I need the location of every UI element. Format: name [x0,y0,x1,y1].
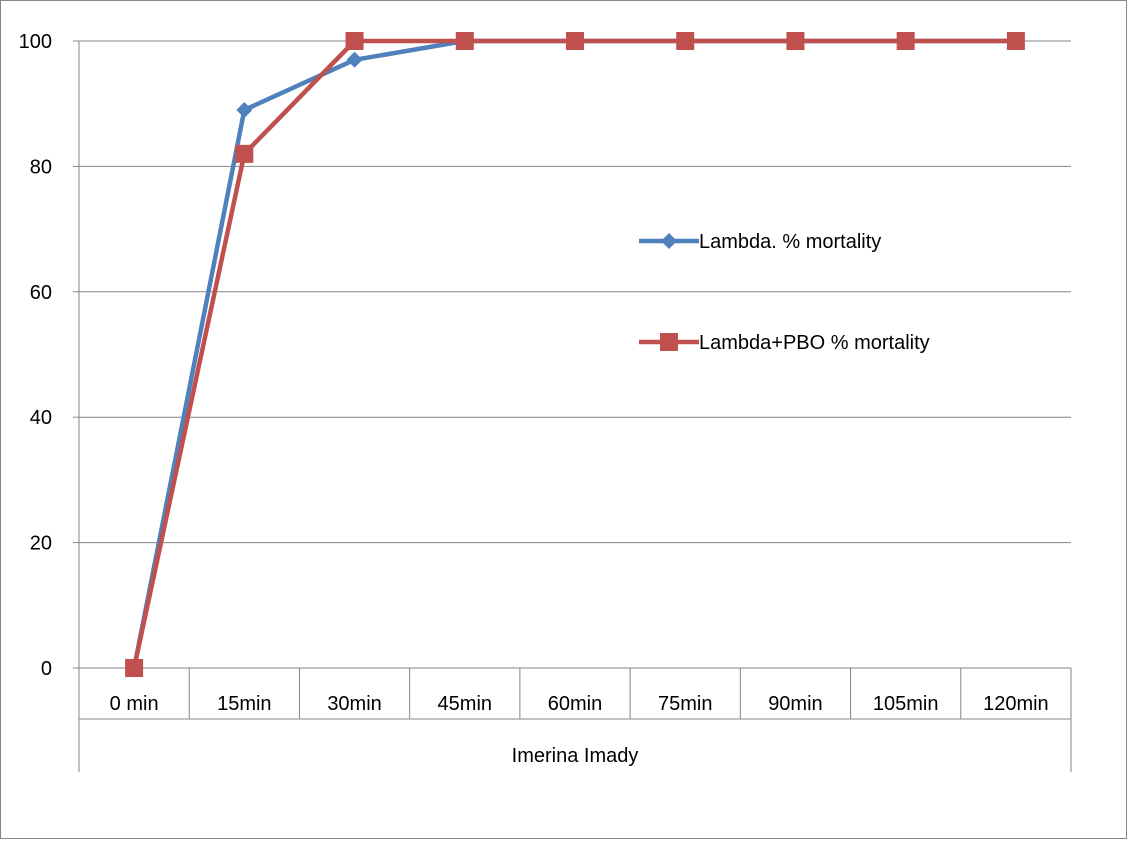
axes [73,40,1072,772]
x-tick-label: 15min [217,693,271,715]
data-point [455,32,474,50]
x-group-label: Imerina Imady [512,745,639,767]
legend-label-lambda-pbo: Lambda+PBO % mortality [699,332,930,354]
x-tick-label: 45min [438,693,492,715]
data-point [566,32,584,50]
y-tick-label: 60 [30,282,52,304]
x-tick-label: 105min [873,693,939,715]
legend-entry-lambda-pbo: Lambda+PBO % mortality [639,332,930,354]
x-tick-labels: 0 min 15min 30min 45min 60min 75min 90min 105mi… [110,693,1049,715]
x-tick-label: 90min [768,693,822,715]
series-lines [125,32,1025,677]
series-line [131,38,1016,669]
data-point [236,101,253,118]
legend-entry-lambda: Lambda. % mortality [639,231,881,253]
y-tick-label: 20 [30,533,52,555]
data-point [1006,32,1025,50]
legend-swatch-marker [660,333,678,351]
y-tick-label: 40 [30,407,52,429]
x-tick-label: 60min [548,693,602,715]
y-tick-labels: 0 20 40 60 80 100 [19,31,52,680]
x-tick-label: 120min [983,693,1049,715]
y-tick-label: 100 [19,31,52,53]
series-1 [125,32,1025,677]
x-tick-label: 0 min [110,693,159,715]
x-tick-label: 30min [327,693,381,715]
y-tick-label: 0 [41,658,52,680]
gridlines [79,40,1071,544]
data-point [235,144,254,163]
legend-label-lambda: Lambda. % mortality [699,231,881,253]
data-point [896,32,915,50]
series-line [131,38,1016,669]
y-tick-label: 80 [30,156,52,178]
data-point [676,32,695,50]
data-point [346,51,363,68]
legend-swatch-marker [661,233,677,249]
data-point [345,32,364,50]
legend: Lambda. % mortality Lambda+PBO % mortali… [639,231,930,354]
data-point [786,32,805,50]
data-point [125,659,144,677]
series-0 [126,33,1024,676]
x-tick-label: 75min [658,693,712,715]
